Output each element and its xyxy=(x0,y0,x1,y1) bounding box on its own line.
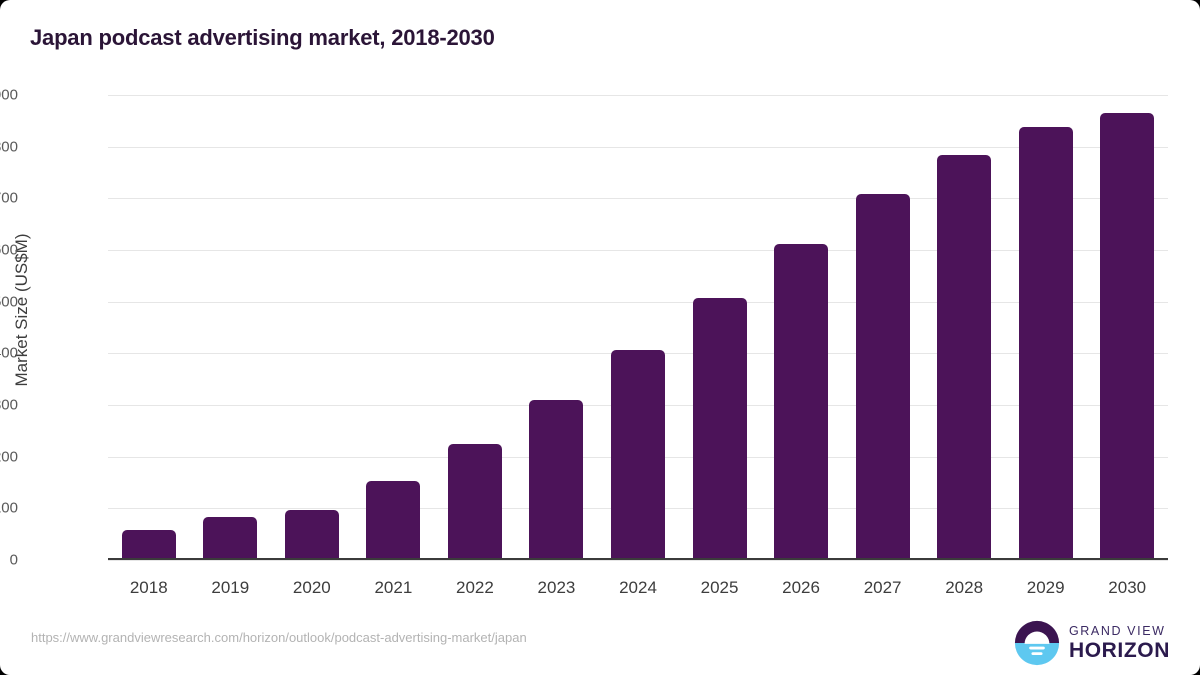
y-axis-tick-label: 0 xyxy=(9,551,18,569)
bar-slot xyxy=(190,95,272,558)
bar-2030[interactable] xyxy=(1100,112,1155,558)
gridline xyxy=(108,301,1168,303)
bar-slot xyxy=(516,95,598,558)
bar-2026[interactable] xyxy=(774,244,829,558)
grand-view-horizon-logo[interactable]: GRAND VIEW HORIZON xyxy=(1014,620,1170,666)
y-axis-tick-label: 200 xyxy=(0,448,18,466)
bar-slot xyxy=(923,95,1005,558)
y-axis-tick-label: 300 xyxy=(0,396,18,414)
bar-slot xyxy=(597,95,679,558)
bar-2029[interactable] xyxy=(1018,127,1073,558)
page-title: Japan podcast advertising market, 2018-2… xyxy=(30,25,495,50)
bar-2018[interactable] xyxy=(121,530,176,558)
bar-2023[interactable] xyxy=(529,400,584,558)
y-axis-tick-label: 900 xyxy=(0,86,18,104)
y-axis-tick-label: 600 xyxy=(0,241,18,259)
bar-slot xyxy=(842,95,924,558)
x-axis-tick-label: 2020 xyxy=(292,578,331,597)
gridline xyxy=(108,146,1168,148)
x-axis-tick-label: 2026 xyxy=(782,578,820,597)
gridline xyxy=(108,250,1168,251)
x-axis-line xyxy=(108,558,1168,560)
x-axis-tick-label: 2024 xyxy=(619,578,657,597)
y-axis-tick-label: 500 xyxy=(0,293,18,311)
bar-2028[interactable] xyxy=(937,155,992,558)
logo-text-bottom: HORIZON xyxy=(1068,639,1170,663)
x-axis-tick-label: 2023 xyxy=(537,578,576,597)
bar-slot xyxy=(434,95,516,558)
x-axis-tick-label: 2018 xyxy=(129,578,168,597)
y-axis-tick-label: 700 xyxy=(0,189,18,207)
horizon-sun-icon xyxy=(1014,620,1060,666)
gridline xyxy=(108,95,1168,96)
bar-slot xyxy=(353,95,435,558)
logo-text: GRAND VIEW HORIZON xyxy=(1069,625,1170,662)
bar-2020[interactable] xyxy=(284,509,339,558)
bar-slot xyxy=(108,95,190,558)
x-axis-tick-label: 2030 xyxy=(1108,578,1147,597)
bar-slot xyxy=(1086,95,1168,558)
bar-slot xyxy=(1005,95,1087,558)
x-axis-tick-label: 2019 xyxy=(211,578,250,597)
x-axis-tick-label: 2027 xyxy=(863,578,902,597)
bar-2027[interactable] xyxy=(855,194,910,558)
x-axis-tick-label: 2029 xyxy=(1026,578,1065,597)
source-url[interactable]: https://www.grandviewresearch.com/horizo… xyxy=(31,630,527,645)
y-axis-tick-label: 800 xyxy=(0,138,18,156)
bar-slot xyxy=(760,95,842,558)
y-axis-tick-label: 400 xyxy=(0,344,18,362)
gridline xyxy=(108,560,1168,561)
bar-2022[interactable] xyxy=(447,443,502,558)
bar-slot xyxy=(271,95,353,558)
x-axis-tick-label: 2025 xyxy=(700,578,739,597)
bar-2021[interactable] xyxy=(366,480,421,558)
gridline xyxy=(108,198,1168,200)
bar-slot xyxy=(679,95,761,558)
logo-text-top: GRAND VIEW xyxy=(1068,623,1166,638)
x-axis-tick-label: 2021 xyxy=(374,578,413,597)
x-axis-tick-label: 2022 xyxy=(456,578,494,597)
bar-2019[interactable] xyxy=(203,516,258,558)
x-axis-tick-label: 2028 xyxy=(945,578,984,597)
bar-2024[interactable] xyxy=(610,350,665,558)
bar-2025[interactable] xyxy=(692,297,747,558)
plot-area xyxy=(108,95,1168,561)
y-axis-tick-label: 100 xyxy=(0,499,18,517)
